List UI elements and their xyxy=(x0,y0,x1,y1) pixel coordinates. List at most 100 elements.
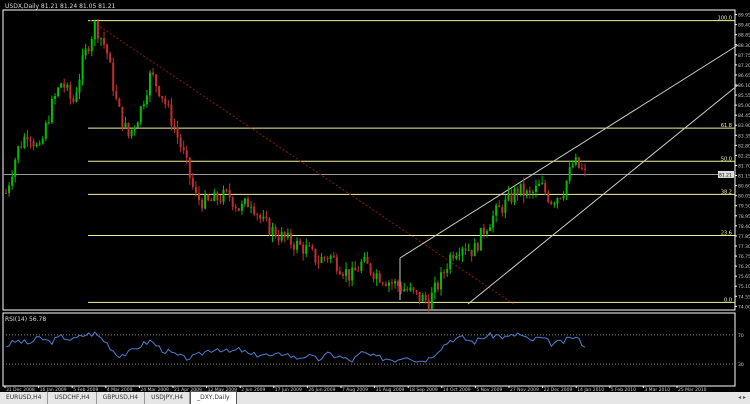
price-chart[interactable]: 100.0 61.8 50.0 38.2 23.6 0.0 89.95 89.40 88.85 8… xyxy=(0,0,750,392)
candle-body xyxy=(577,157,580,168)
candle-body xyxy=(23,136,26,148)
candle-body xyxy=(387,282,390,286)
price-label: 89.40 xyxy=(738,23,750,29)
candle-body xyxy=(584,168,586,170)
candle-body xyxy=(170,104,173,126)
candle-body xyxy=(265,216,268,219)
price-label: 80.60 xyxy=(738,184,750,190)
time-label: 25 Mar 2010 xyxy=(678,387,707,392)
fib-level-label: 50.0 xyxy=(721,156,732,162)
candle-body xyxy=(96,21,99,39)
current-price-box xyxy=(718,170,734,178)
main-pane-frame xyxy=(2,9,736,311)
candle-body xyxy=(188,157,191,178)
candle-body xyxy=(458,254,461,256)
candle-body xyxy=(489,227,492,232)
candle-body xyxy=(152,72,155,75)
candle-body xyxy=(38,143,41,145)
price-label: 75.65 xyxy=(738,274,750,280)
candle-body xyxy=(222,189,225,202)
candle-body xyxy=(57,87,60,97)
price-label: 81.70 xyxy=(738,163,750,169)
chart-tabs: EURUSD,H4 USDCHF,H4 GBPUSD,H4 USDJPY,H4 _DXY… xyxy=(0,391,750,404)
candle-body xyxy=(75,92,78,102)
price-label: 79.50 xyxy=(738,204,750,210)
price-label: 75.10 xyxy=(738,284,750,290)
candle-body xyxy=(473,243,476,257)
candle-body xyxy=(348,269,351,281)
candle-body xyxy=(513,188,516,203)
candle-body xyxy=(433,282,436,293)
price-label: 86.65 xyxy=(738,73,750,79)
price-label: 76.20 xyxy=(738,264,750,270)
candle-body xyxy=(302,244,305,254)
candle-body xyxy=(185,150,188,158)
candle-body xyxy=(556,198,559,204)
candle-body xyxy=(155,74,158,87)
tab--dxy-daily[interactable]: _DXY,Daily xyxy=(190,391,237,404)
rsi-line xyxy=(5,331,586,363)
channel-upper-line xyxy=(399,44,739,259)
price-label: 82.80 xyxy=(738,143,750,149)
candle-body xyxy=(541,183,544,185)
candle-body xyxy=(69,84,72,99)
candle-body xyxy=(492,215,495,228)
candle-body xyxy=(66,84,69,88)
candle-body xyxy=(194,186,197,193)
time-label: 5 Feb 2009 xyxy=(73,387,98,392)
time-label: 5 Nov 2009 xyxy=(476,387,502,392)
candle-body xyxy=(305,245,308,254)
candle-body xyxy=(90,39,93,52)
tab-eurusd-h4[interactable]: EURUSD,H4 xyxy=(0,392,49,404)
candle-body xyxy=(127,122,130,137)
candle-body xyxy=(292,244,295,250)
candle-body xyxy=(470,249,473,257)
tab-usdjpy-h4[interactable]: USDJPY,H4 xyxy=(145,392,191,404)
time-label: 24 Mar 2009 xyxy=(140,387,169,392)
candle-body xyxy=(145,95,148,105)
candle-body xyxy=(225,189,228,191)
candle-body xyxy=(485,231,488,235)
candle-body xyxy=(109,53,112,63)
candle-body xyxy=(201,199,204,209)
candle-body xyxy=(446,269,449,273)
candle-body xyxy=(216,192,219,201)
candle-body xyxy=(207,194,210,201)
candle-body xyxy=(81,55,84,80)
candle-body xyxy=(256,214,259,216)
candle-body xyxy=(516,188,519,195)
candle-body xyxy=(182,147,185,151)
candle-body xyxy=(139,106,142,123)
candle-body xyxy=(271,227,274,236)
tab-gbpusd-h4[interactable]: GBPUSD,H4 xyxy=(97,392,146,404)
candle-body xyxy=(124,122,127,128)
candle-body xyxy=(121,106,124,128)
tab-scroll-arrows-icon[interactable]: ◂ ▸ xyxy=(738,394,746,401)
indicator-pane-frame xyxy=(2,312,736,387)
candle-body xyxy=(72,98,75,102)
candle-body xyxy=(372,273,375,279)
candle-body xyxy=(243,198,246,204)
candle-body xyxy=(314,248,317,263)
candle-body xyxy=(461,248,464,255)
candle-body xyxy=(412,287,415,291)
candle-body xyxy=(29,139,32,142)
candle-body xyxy=(299,240,302,245)
candle-body xyxy=(476,243,479,251)
time-label: 31 Aug 2009 xyxy=(376,387,405,392)
candle-body xyxy=(403,289,406,292)
candle-body xyxy=(179,137,182,148)
time-label: 22 Dec 2009 xyxy=(544,387,573,392)
candle-body xyxy=(375,273,378,279)
tab-usdchf-h4[interactable]: USDCHF,H4 xyxy=(48,392,97,404)
candle-body xyxy=(26,136,29,140)
candle-body xyxy=(384,283,387,286)
price-label: 88.30 xyxy=(738,43,750,49)
candle-body xyxy=(495,205,498,216)
candle-body xyxy=(329,255,332,259)
candle-body xyxy=(544,183,547,193)
time-label: 16 Jan 2009 xyxy=(40,387,67,392)
candle-body xyxy=(191,177,194,187)
fib-level-label: 61.8 xyxy=(721,123,732,129)
